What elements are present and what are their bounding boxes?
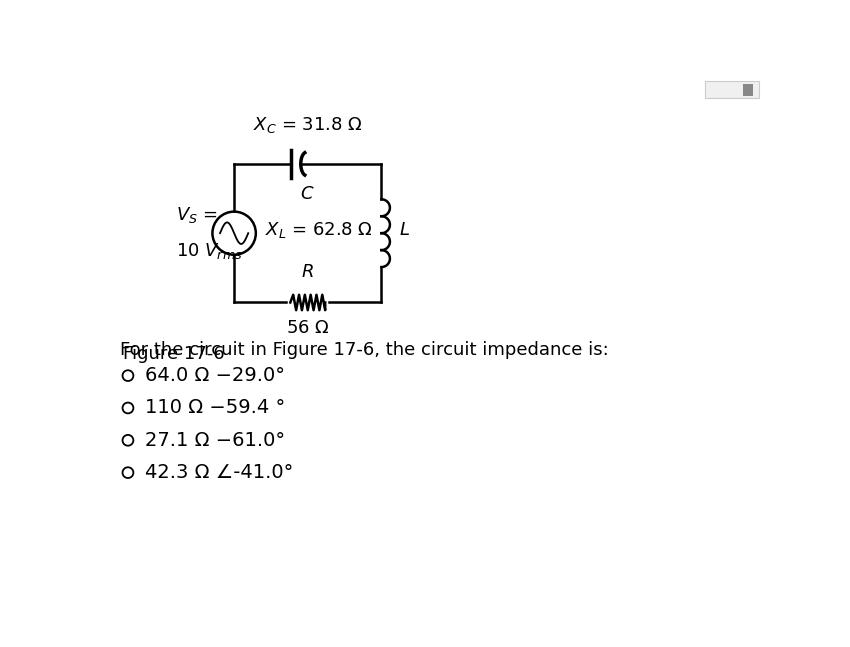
Text: $L$: $L$: [400, 221, 411, 239]
Bar: [705, 82, 759, 98]
Text: 27.1 Ω −61.0°: 27.1 Ω −61.0°: [145, 431, 285, 450]
Text: $X_L$ = 62.8 $\Omega$: $X_L$ = 62.8 $\Omega$: [264, 220, 372, 240]
Text: 56 $\Omega$: 56 $\Omega$: [286, 320, 330, 338]
Text: $C$: $C$: [301, 186, 315, 203]
Text: 42.3 Ω ∠-41.0°: 42.3 Ω ∠-41.0°: [145, 463, 293, 482]
Text: 64.0 Ω −29.0°: 64.0 Ω −29.0°: [145, 366, 285, 385]
Text: $R$: $R$: [302, 263, 314, 281]
Text: Figure 17-6: Figure 17-6: [123, 345, 225, 363]
Text: For the circuit in Figure 17-6, the circuit impedance is:: For the circuit in Figure 17-6, the circ…: [120, 341, 609, 359]
Text: 110 Ω −59.4 °: 110 Ω −59.4 °: [145, 399, 286, 417]
Text: 10 $V_{rms}$: 10 $V_{rms}$: [176, 241, 243, 261]
Text: $V_S$ =: $V_S$ =: [176, 206, 218, 226]
Text: $X_C$ = 31.8 $\Omega$: $X_C$ = 31.8 $\Omega$: [253, 115, 362, 135]
Bar: [743, 84, 752, 96]
